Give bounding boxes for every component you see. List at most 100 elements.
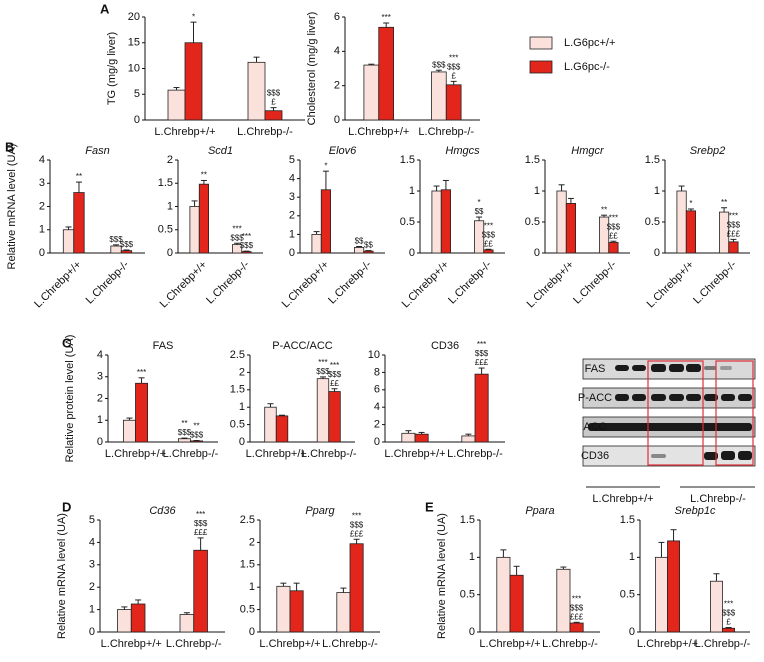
significance-label: $$$ bbox=[328, 370, 342, 379]
significance-label: $$$ bbox=[120, 240, 134, 249]
y-tick-label: 0 bbox=[334, 114, 340, 126]
y-tick-label: 0 bbox=[39, 247, 45, 259]
significance-label: $$$ bbox=[109, 235, 123, 244]
chart-title: Ppara bbox=[525, 505, 554, 517]
chart-title: Srebp2 bbox=[690, 145, 725, 157]
significance-label: $$ bbox=[355, 237, 364, 246]
band bbox=[632, 365, 646, 371]
y-tick-label: 3 bbox=[289, 191, 295, 203]
legend-label: L.G6pc-/- bbox=[564, 61, 610, 73]
bar bbox=[474, 373, 489, 443]
y-tick-label: 0 bbox=[97, 436, 103, 448]
chart: Srebp1c 0 0.5 1 1.5 L.Chrebp+/+L.Chrebp-/- ***… bbox=[620, 505, 751, 650]
x-tick-label: L.Chrebp-/- bbox=[695, 638, 751, 650]
bar bbox=[509, 574, 524, 633]
y-tick-label: 5 bbox=[89, 514, 95, 526]
bar bbox=[608, 242, 619, 254]
bar bbox=[328, 391, 341, 443]
significance-label: £ bbox=[726, 618, 731, 627]
x-tick-label: L.Chrebp-/- bbox=[237, 126, 293, 138]
band bbox=[704, 366, 716, 370]
significance-label: $$$ bbox=[194, 519, 208, 528]
western-blot bbox=[582, 358, 756, 488]
significance-label: * bbox=[689, 199, 692, 208]
significance-label: *** bbox=[609, 213, 618, 222]
chart: Srebp2 0 0.5 1 1.5 L.Chrebp+/+ * L.Chrebp-/- ***… bbox=[645, 145, 750, 310]
chart-title: Hmgcr bbox=[571, 145, 605, 157]
blot-row-label: FAS bbox=[585, 363, 606, 375]
significance-label: $$$ bbox=[178, 428, 192, 437]
y-tick-label: 1.5 bbox=[400, 154, 415, 166]
x-tick-label: L.Chrebp+/+ bbox=[101, 638, 162, 650]
y-tick-label: 2 bbox=[374, 419, 380, 431]
y-tick-label: 8 bbox=[374, 366, 380, 378]
significance-label: £ bbox=[451, 71, 456, 80]
significance-label: $$$ bbox=[447, 62, 461, 71]
x-tick-label: L.Chrebp-/- bbox=[446, 258, 494, 306]
band bbox=[632, 394, 646, 401]
significance-label: *** bbox=[196, 510, 205, 519]
y-tick-label: 3 bbox=[97, 371, 103, 383]
band bbox=[721, 394, 735, 401]
bar bbox=[676, 190, 687, 254]
significance-label: $$$ bbox=[230, 233, 244, 242]
bar bbox=[167, 89, 186, 121]
bar bbox=[135, 382, 149, 443]
significance-label: $$$ bbox=[722, 609, 736, 618]
highlight-box bbox=[715, 360, 754, 466]
y-tick-label: 1 bbox=[89, 604, 95, 616]
bar bbox=[179, 614, 195, 633]
bar bbox=[336, 592, 351, 633]
bar bbox=[440, 189, 452, 254]
bar bbox=[710, 580, 723, 633]
band bbox=[615, 394, 629, 401]
bar bbox=[461, 435, 476, 443]
bar bbox=[378, 26, 395, 121]
band bbox=[669, 394, 684, 401]
chart: E Ppara Relative mRNA level (UA) 0 0.5 1 1.5 L.… bbox=[425, 499, 600, 650]
bar bbox=[414, 433, 429, 443]
bar bbox=[349, 543, 364, 633]
chart: A TG (mg/g liver) 0 5 10 15 20 L.Chrebp+/+ * L.Ch… bbox=[100, 1, 305, 138]
y-tick-label: 4 bbox=[374, 401, 380, 413]
band bbox=[588, 423, 752, 431]
band bbox=[686, 394, 701, 401]
bar bbox=[264, 406, 277, 443]
blot-row-label: ACC bbox=[583, 421, 606, 433]
y-tick-label: 1 bbox=[469, 551, 475, 563]
significance-label: ** bbox=[201, 171, 207, 180]
bar bbox=[198, 183, 210, 254]
significance-label: *** bbox=[729, 211, 738, 220]
y-tick-label: 2 bbox=[97, 392, 103, 404]
significance-label: $$$ bbox=[475, 349, 489, 358]
significance-label: $$$ bbox=[240, 241, 254, 250]
significance-label: ** bbox=[721, 198, 727, 207]
y-tick-label: 0.5 bbox=[620, 589, 635, 601]
bar bbox=[556, 568, 571, 633]
y-tick-label: 1 bbox=[654, 185, 660, 197]
band bbox=[738, 394, 752, 401]
y-tick-label: 0.5 bbox=[400, 216, 415, 228]
significance-label: £££ bbox=[570, 612, 584, 621]
bar bbox=[193, 549, 208, 633]
bar bbox=[73, 192, 85, 254]
bar bbox=[655, 556, 668, 633]
y-tick-label: 0 bbox=[469, 626, 475, 638]
y-tick-label: 1 bbox=[289, 228, 295, 240]
y-tick-label: 2 bbox=[334, 80, 340, 92]
x-tick-label: L.Chrebp-/- bbox=[84, 258, 132, 306]
significance-label: *** bbox=[242, 232, 251, 241]
y-tick-label: 0 bbox=[409, 247, 415, 259]
significance-label: £££ bbox=[350, 529, 364, 538]
x-tick-label: L.Chrebp-/- bbox=[163, 448, 219, 460]
y-tick-label: 1 bbox=[167, 200, 173, 212]
significance-label: *** bbox=[484, 221, 493, 230]
bar bbox=[316, 378, 330, 443]
chart: P-ACC/ACC 0 0.5 1 1.5 2 2.5 L.Chrebp+/+L.Chrebp… bbox=[230, 340, 357, 460]
significance-label: $$$ bbox=[316, 367, 330, 376]
bar bbox=[569, 622, 584, 633]
y-tick-label: 0.5 bbox=[460, 589, 475, 601]
y-tick-label: 2 bbox=[167, 154, 173, 166]
bar bbox=[667, 540, 681, 633]
y-tick-label: 0.5 bbox=[230, 419, 245, 431]
